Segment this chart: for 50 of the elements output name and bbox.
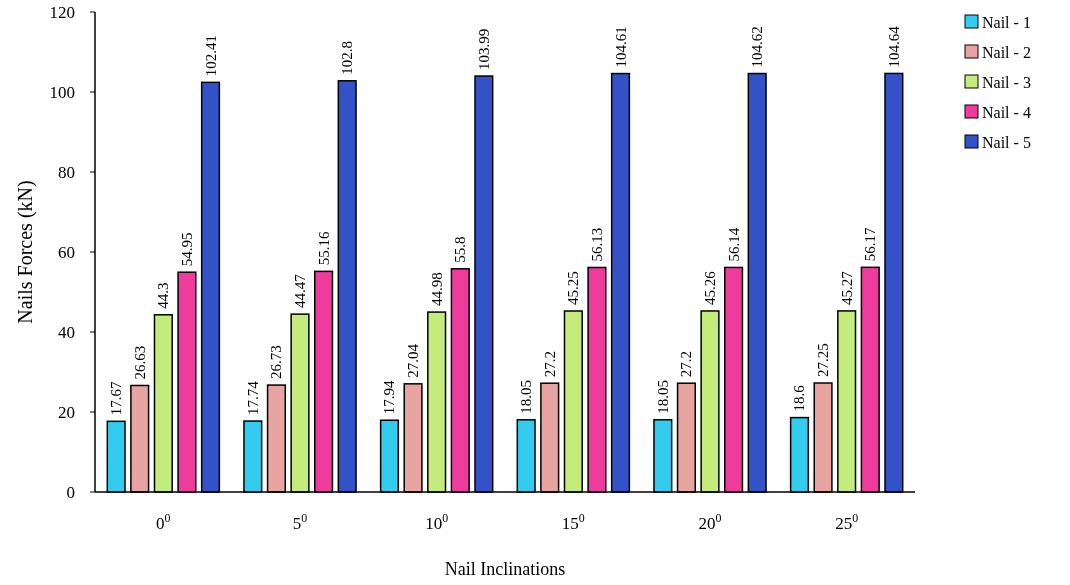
- data-label: 56.13: [588, 227, 605, 262]
- data-label: 102.41: [202, 35, 219, 77]
- x-tick-label: 25$^{0}$: [835, 511, 859, 533]
- data-label: 104.62: [749, 26, 766, 68]
- data-label: 56.14: [725, 227, 742, 262]
- data-label: 17.94: [381, 379, 398, 415]
- data-label: 27.04: [405, 343, 422, 378]
- data-label: 27.25: [815, 343, 832, 377]
- x-tick-label: 20$^{0}$: [698, 511, 722, 533]
- y-tick-label: 120: [49, 2, 75, 22]
- data-label: 45.27: [838, 270, 855, 305]
- x-tick-label: 5$^{0}$: [292, 511, 308, 533]
- data-label: 104.61: [612, 26, 629, 68]
- y-tick-label: 0: [66, 482, 75, 502]
- data-label: 26.73: [268, 345, 285, 380]
- y-tick-label: 100: [49, 82, 75, 102]
- legend-label: Nail - 5: [982, 133, 1031, 151]
- y-tick-label: 40: [58, 322, 75, 342]
- x-tick-label: 10$^{0}$: [425, 511, 449, 533]
- data-label: 17.67: [108, 381, 125, 416]
- data-label: 18.05: [518, 380, 535, 414]
- data-label: 44.3: [155, 282, 172, 309]
- data-label: 44.47: [292, 273, 308, 309]
- data-label: 45.25: [565, 271, 582, 305]
- data-label: 55.8: [452, 236, 469, 263]
- data-label: 27.2: [678, 350, 695, 378]
- x-axis-title: Nail Inclinations: [444, 559, 566, 579]
- y-tick-label: 60: [58, 242, 75, 262]
- data-label: 56.17: [862, 227, 879, 262]
- data-label: 54.95: [178, 232, 195, 267]
- data-label: 103.99: [475, 28, 492, 71]
- legend-label: Nail - 2: [982, 43, 1031, 61]
- data-label: 27.2: [541, 350, 558, 378]
- data-label: 44.98: [428, 272, 445, 307]
- data-label: 102.8: [339, 41, 356, 75]
- x-tick-label: 0$^{0}$: [156, 511, 171, 533]
- y-tick-label: 20: [58, 402, 75, 422]
- legend-label: Nail - 1: [982, 13, 1031, 31]
- data-label: 104.64: [885, 25, 902, 68]
- data-label: 55.16: [315, 231, 332, 266]
- data-label: 45.26: [702, 270, 718, 305]
- legend-label: Nail - 4: [982, 103, 1031, 121]
- data-label: 18.6: [791, 384, 808, 412]
- y-tick-label: 80: [58, 162, 75, 182]
- x-tick-label: 15$^{0}$: [561, 511, 585, 533]
- y-axis-title: Nails Forces (kN): [14, 180, 37, 324]
- data-label: 18.05: [654, 380, 671, 414]
- data-label: 26.63: [131, 345, 148, 380]
- legend-label: Nail - 3: [982, 73, 1031, 91]
- data-label: 17.74: [244, 380, 261, 416]
